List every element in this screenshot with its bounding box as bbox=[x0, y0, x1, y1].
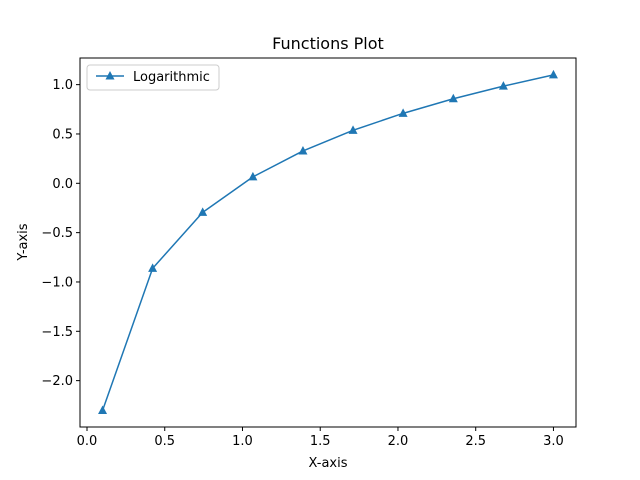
y-tick-label: 1.0 bbox=[52, 78, 73, 93]
x-tick-label: 2.5 bbox=[465, 434, 486, 449]
legend-marker-swatch bbox=[105, 71, 115, 80]
x-axis-ticks: 0.0 0.5 1.0 1.5 2.0 2.5 3.0 bbox=[77, 427, 564, 449]
axes-frame bbox=[79, 57, 577, 428]
y-axis-label: Y-axis bbox=[16, 223, 31, 261]
plot-area bbox=[98, 69, 558, 415]
x-tick-label: 0.0 bbox=[77, 434, 98, 449]
y-tick-label: −0.5 bbox=[41, 226, 73, 241]
legend-box bbox=[86, 64, 220, 91]
data-point-marker bbox=[98, 405, 108, 415]
chart-title: Functions Plot bbox=[272, 34, 384, 53]
data-point-marker bbox=[548, 69, 558, 79]
data-point-marker bbox=[248, 171, 258, 181]
data-point-marker bbox=[148, 263, 158, 272]
series-line bbox=[101, 74, 554, 411]
legend: Logarithmic bbox=[86, 64, 220, 91]
data-point-marker bbox=[348, 125, 358, 134]
data-point-marker bbox=[298, 145, 308, 155]
x-tick-label: 2.0 bbox=[388, 434, 409, 449]
data-point-marker bbox=[498, 81, 508, 90]
data-point-marker bbox=[448, 93, 458, 103]
y-tick-label: 0.0 bbox=[52, 177, 73, 192]
data-point-marker bbox=[398, 108, 408, 117]
data-point-marker bbox=[198, 207, 208, 216]
legend-label: Logarithmic bbox=[133, 70, 210, 85]
x-tick-label: 1.0 bbox=[232, 434, 253, 449]
y-tick-label: −1.0 bbox=[41, 275, 73, 290]
x-tick-label: 0.5 bbox=[154, 434, 175, 449]
x-tick-label: 3.0 bbox=[543, 434, 564, 449]
y-tick-label: −2.0 bbox=[41, 374, 73, 389]
x-tick-label: 1.5 bbox=[310, 434, 331, 449]
y-tick-label: −1.5 bbox=[41, 325, 73, 340]
x-axis-label: X-axis bbox=[309, 456, 348, 471]
y-axis-ticks: 1.0 0.5 0.0 −0.5 −1.0 −1.5 −2.0 bbox=[41, 78, 80, 389]
y-tick-label: 0.5 bbox=[52, 127, 73, 142]
